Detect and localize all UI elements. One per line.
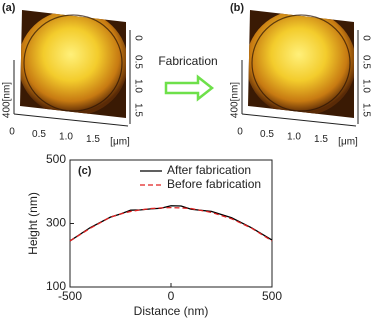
y-tick-label: 1.0 xyxy=(360,79,371,93)
axis-line xyxy=(13,113,129,127)
x-tick-label: 0 xyxy=(9,127,15,138)
arrow-label: Fabrication xyxy=(158,54,217,68)
x-tick-label: 0.5 xyxy=(32,129,46,140)
afm-panel: (a) 0 0.5 1.0 1.5 0 0.5 1.0 1.5 [μm] 400[nm] xyxy=(2,2,144,148)
z-label: 400[nm] xyxy=(230,82,241,118)
axis-line xyxy=(241,113,357,127)
x-tick-label: 1.0 xyxy=(287,132,301,143)
x-axis-title: Distance (nm) xyxy=(134,304,209,318)
legend-label: After fabrication xyxy=(167,163,251,177)
afm-dome xyxy=(20,10,126,116)
y-tick-label: 1.0 xyxy=(132,79,143,93)
panel-label: (c) xyxy=(78,165,92,177)
x-tick-label: 1.5 xyxy=(314,134,328,145)
panel-label: (a) xyxy=(2,2,16,14)
afm-dome xyxy=(248,10,354,116)
afm-rim xyxy=(251,14,351,112)
y-tick-label: 500 xyxy=(46,152,66,166)
panel-label: (b) xyxy=(230,2,244,14)
y-tick-label: 1.5 xyxy=(360,103,371,117)
y-tick-label: 1.5 xyxy=(132,103,143,117)
afm-rim xyxy=(23,14,123,112)
z-label: 400[nm] xyxy=(2,82,13,118)
x-tick-label: 0 xyxy=(168,289,175,303)
legend-label: Before fabrication xyxy=(167,177,261,191)
x-tick-label: 500 xyxy=(262,289,282,303)
line-chart: 100 300 500 -500 0 500 Distance (nm) Height (nm… xyxy=(26,152,282,318)
x-tick-label: -500 xyxy=(58,289,82,303)
x-tick-label: 0.5 xyxy=(260,129,274,140)
y-tick-label: 0 xyxy=(360,35,371,41)
x-tick-label: 0 xyxy=(237,127,243,138)
x-tick-label: [μm] xyxy=(338,137,358,148)
afm-panel: (b) 0 0.5 1.0 1.5 0 0.5 1.0 1.5 [μm] 400[nm] xyxy=(230,2,372,148)
y-axis-title: Height (nm) xyxy=(26,192,40,255)
y-tick-label: 100 xyxy=(46,279,66,293)
x-tick-label: [μm] xyxy=(110,137,130,148)
y-tick-label: 0 xyxy=(132,35,143,41)
arrow xyxy=(164,74,215,102)
y-tick-label: 300 xyxy=(46,216,66,230)
y-tick-label: 0.5 xyxy=(360,55,371,69)
x-tick-label: 1.5 xyxy=(86,134,100,145)
y-tick-label: 0.5 xyxy=(132,55,143,69)
series-line xyxy=(69,206,273,242)
x-tick-label: 1.0 xyxy=(59,132,73,143)
